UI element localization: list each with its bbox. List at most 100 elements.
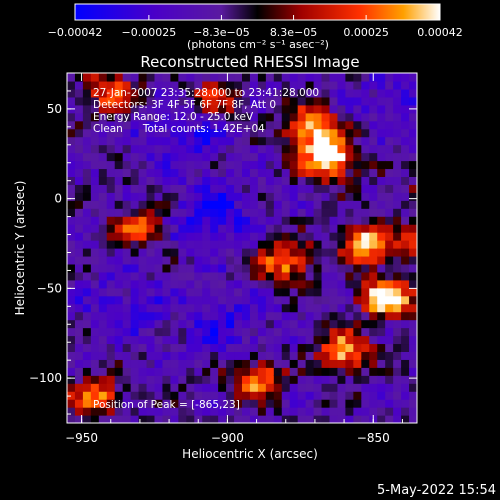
heatmap-cell [98, 192, 108, 201]
heatmap-cell [122, 200, 132, 209]
heatmap-cell [162, 367, 171, 376]
heatmap-cell [385, 367, 394, 376]
heatmap-cell [154, 375, 164, 384]
heatmap-cell [162, 287, 171, 297]
heatmap-cell [409, 319, 417, 329]
heatmap-cell [409, 375, 417, 384]
heatmap-cell [273, 271, 283, 281]
heatmap-cell [178, 88, 187, 98]
heatmap-cell [409, 160, 417, 170]
heatmap-cell [234, 144, 243, 154]
heatmap-cell [82, 303, 92, 313]
heatmap-cell [114, 248, 124, 257]
heatmap-cell [345, 104, 354, 114]
colorbar-tick-label: −0.00042 [48, 26, 103, 39]
heatmap-cell [353, 192, 362, 201]
heatmap-cell [234, 160, 243, 170]
heatmap-cell [305, 120, 315, 130]
heatmap-cell [130, 415, 140, 423]
heatmap-cell [297, 96, 307, 106]
heatmap-cell [170, 96, 179, 106]
heatmap-cell [218, 415, 227, 423]
heatmap-cell [226, 152, 235, 162]
heatmap-cell [409, 255, 417, 265]
heatmap-cell [313, 287, 323, 297]
heatmap-cell [242, 144, 251, 154]
heatmap-cell [321, 399, 331, 408]
heatmap-cell [130, 279, 140, 289]
heatmap-cell [218, 399, 227, 408]
heatmap-cell [353, 303, 362, 313]
heatmap-cell [242, 73, 251, 82]
heatmap-cell [218, 311, 227, 321]
heatmap-cell [226, 88, 235, 98]
heatmap-cell [361, 176, 370, 185]
heatmap-cell [361, 104, 370, 114]
heatmap-cell [210, 319, 219, 329]
heatmap-cell [178, 112, 187, 122]
colorbar-tick-label: 0.00042 [417, 26, 463, 39]
heatmap-cell [369, 271, 378, 281]
heatmap-cell [273, 73, 283, 82]
heatmap-cell [67, 168, 76, 177]
heatmap-cell [202, 327, 211, 337]
heatmap-cell [257, 73, 267, 82]
heatmap-cell [90, 351, 100, 360]
heatmap-cell [329, 311, 339, 321]
heatmap-cell [409, 73, 417, 82]
heatmap-cell [122, 192, 132, 201]
heatmap-cell [106, 327, 116, 337]
heatmap-cell [305, 80, 315, 90]
heatmap-cell [146, 248, 156, 257]
heatmap-cell [178, 271, 187, 281]
heatmap-cell [67, 311, 76, 321]
heatmap-cell [289, 415, 299, 423]
heatmap-cell [98, 240, 108, 249]
heatmap-cell [377, 327, 386, 337]
heatmap-cell [114, 343, 124, 352]
heatmap-cell [122, 407, 132, 416]
heatmap-cell [82, 311, 92, 321]
heatmap-cell [321, 295, 331, 305]
heatmap-cell [218, 88, 227, 98]
heatmap-cell [122, 176, 132, 185]
heatmap-cell [385, 136, 394, 146]
heatmap-cell [122, 375, 132, 384]
heatmap-cell [353, 80, 362, 90]
heatmap-cell [385, 184, 394, 193]
heatmap-cell [337, 295, 346, 305]
heatmap-cell [345, 216, 354, 225]
heatmap-cell [194, 200, 203, 209]
heatmap-cell [138, 88, 148, 98]
heatmap-cell [393, 168, 402, 177]
heatmap-cell [409, 248, 417, 257]
heatmap-cell [210, 367, 219, 376]
heatmap-cell [186, 176, 195, 185]
heatmap-cell [138, 407, 148, 416]
heatmap-cell [281, 343, 291, 352]
heatmap-cell [249, 200, 259, 209]
heatmap-cell [74, 248, 84, 257]
heatmap-cell [210, 200, 219, 209]
heatmap-cell [369, 120, 378, 130]
heatmap-cell [114, 391, 124, 400]
heatmap-cell [305, 263, 315, 273]
heatmap-cell [289, 263, 299, 273]
heatmap-cell [281, 152, 291, 162]
heatmap-cell [194, 73, 203, 82]
heatmap-cell [401, 255, 410, 265]
heatmap-cell [249, 136, 259, 146]
heatmap-cell [377, 176, 386, 185]
heatmap-cell [289, 152, 299, 162]
heatmap-cell [345, 391, 354, 400]
heatmap-cell [297, 367, 307, 376]
heatmap-cell [106, 73, 116, 82]
heatmap-cell [194, 383, 203, 392]
heatmap-cell [218, 279, 227, 289]
heatmap-cell [297, 383, 307, 392]
heatmap-cell [106, 287, 116, 297]
heatmap-cell [82, 295, 92, 305]
heatmap-cell [162, 255, 171, 265]
heatmap-cell [178, 176, 187, 185]
heatmap-cell [146, 88, 156, 98]
